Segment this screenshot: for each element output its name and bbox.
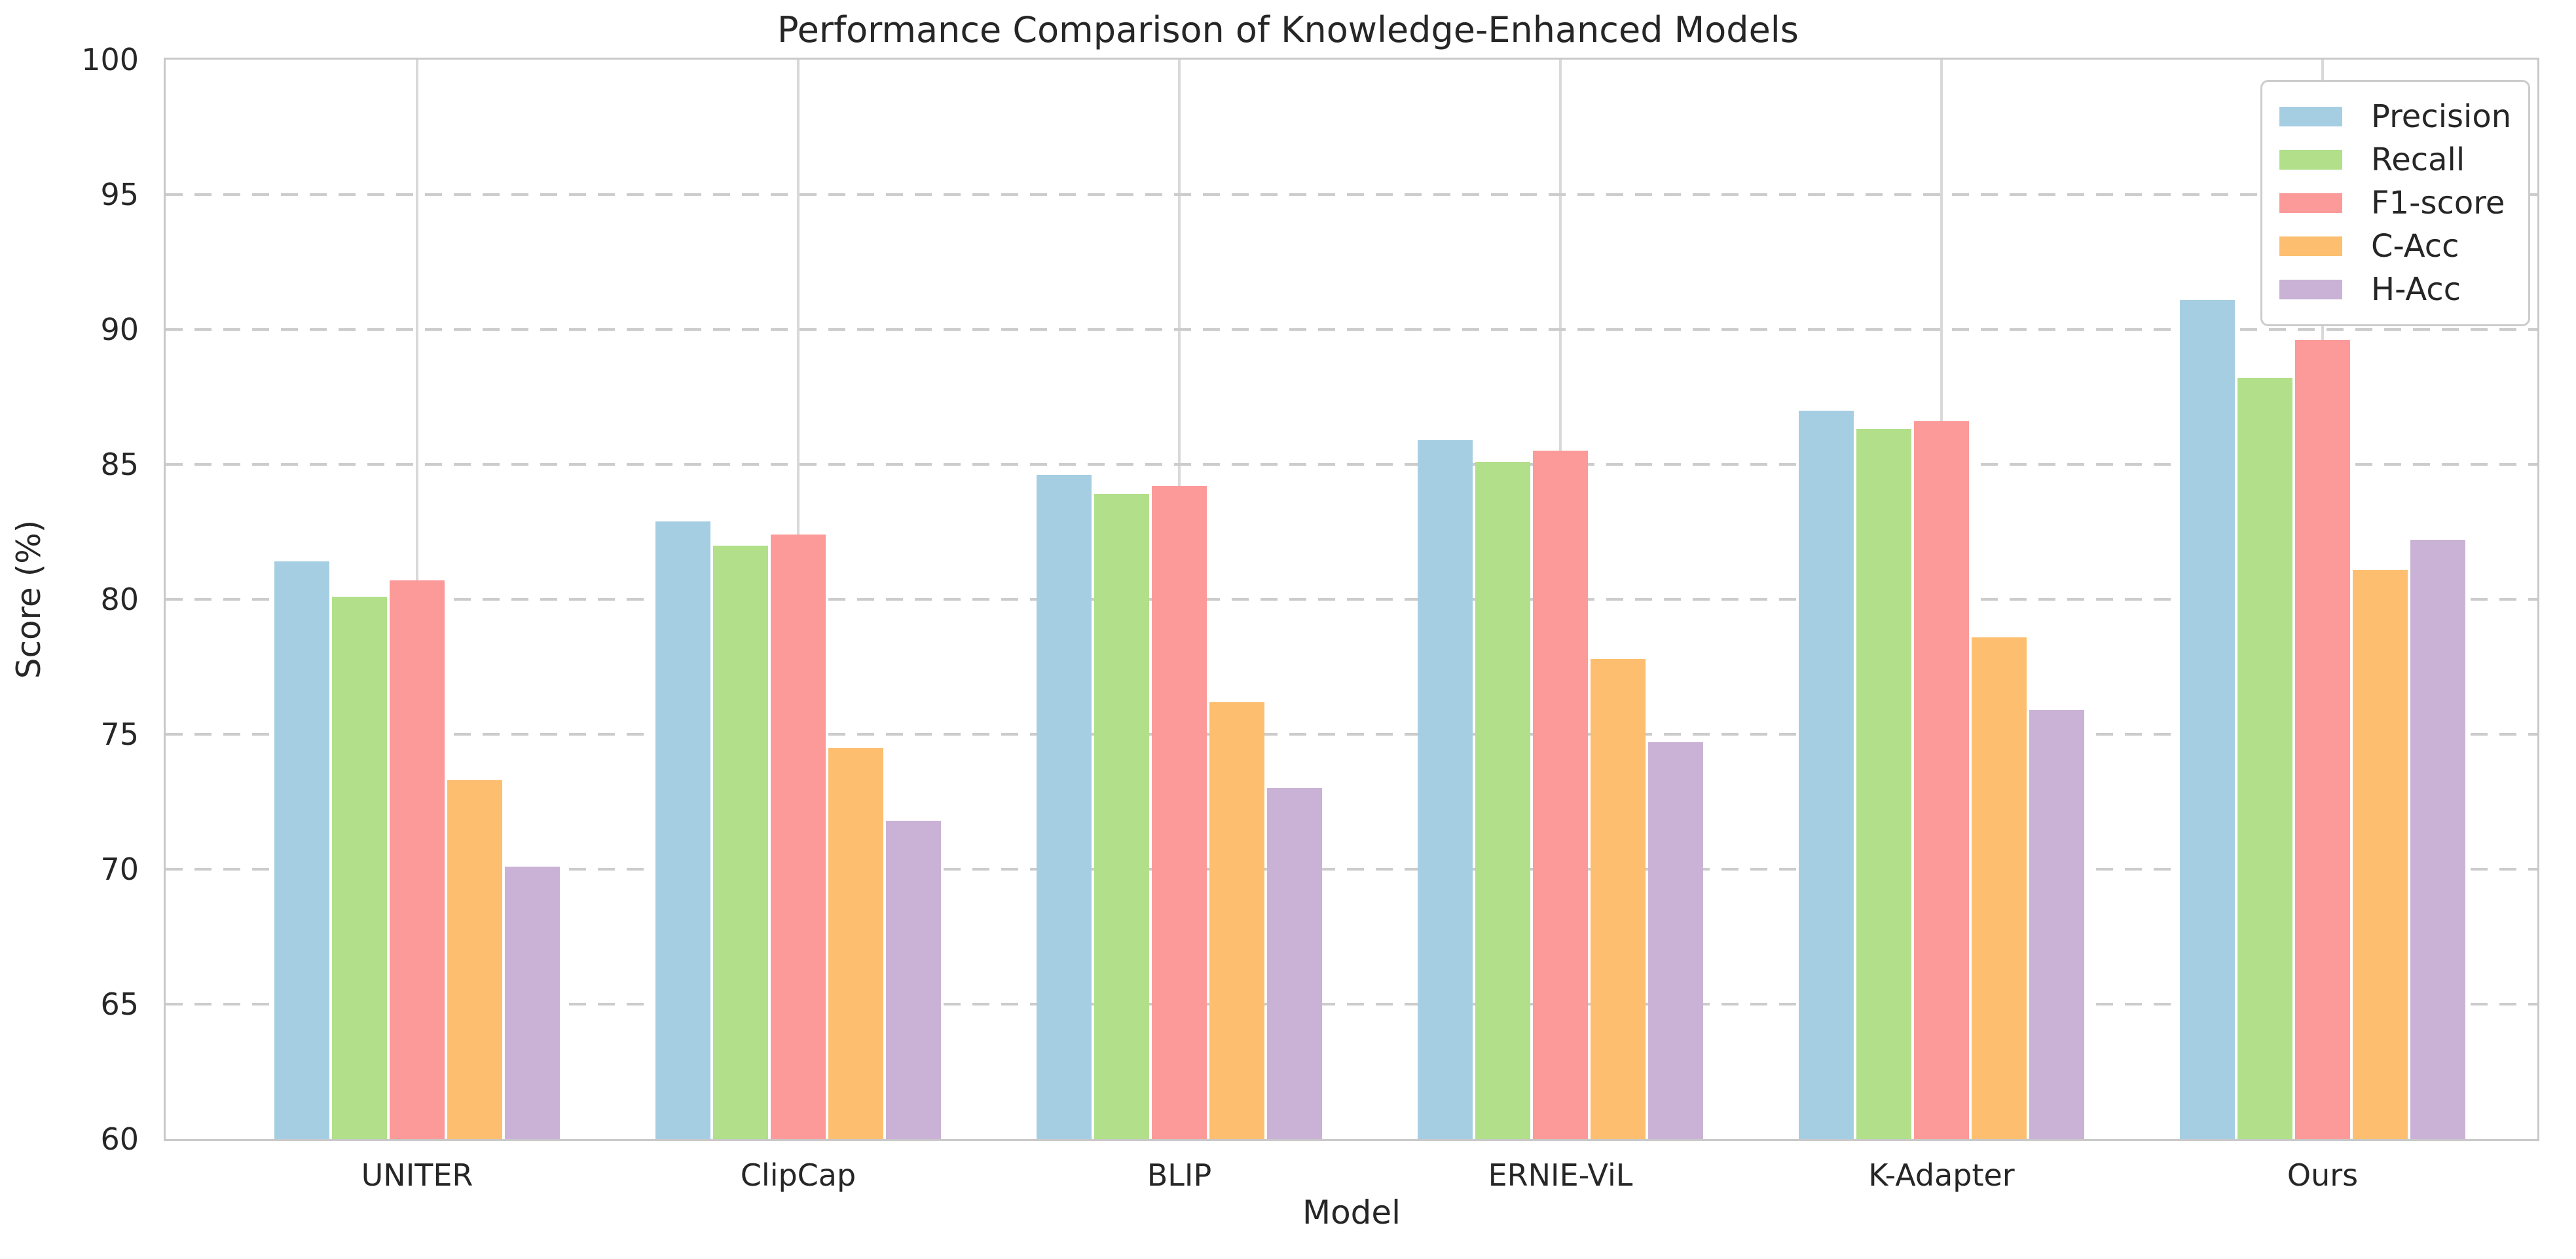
legend-swatch-F1-score (2279, 193, 2342, 213)
x-axis-label: Model (1302, 1193, 1401, 1231)
bar-BLIP-F1-score (1152, 485, 1207, 1139)
legend-item-F1-score: F1-score (2279, 181, 2515, 225)
legend-item-Precision: Precision (2279, 95, 2515, 138)
legend-swatch-C-Acc (2279, 236, 2342, 256)
y-tick-label: 100 (81, 42, 139, 77)
plot-area (164, 58, 2539, 1141)
bar-UNITER-H-Acc (505, 866, 560, 1139)
legend: Precision Recall F1-score C-Acc H-Acc (2260, 80, 2530, 326)
bar-Ours-Precision (2180, 299, 2235, 1139)
gridline-horizontal (166, 733, 2537, 736)
bar-Ours-H-Acc (2410, 540, 2465, 1139)
bar-UNITER-Recall (332, 596, 387, 1139)
bar-ERNIE-ViL-C-Acc (1591, 658, 1646, 1139)
bar-K-Adapter-F1-score (1914, 421, 1969, 1139)
x-tick-label-Ours: Ours (2287, 1157, 2359, 1193)
bar-ClipCap-F1-score (771, 535, 826, 1139)
legend-label: C-Acc (2371, 228, 2459, 265)
x-tick-label-ClipCap: ClipCap (740, 1157, 856, 1193)
legend-item-Recall: Recall (2279, 138, 2515, 181)
bar-Ours-Recall (2237, 378, 2292, 1139)
y-tick-label: 75 (100, 717, 139, 752)
bar-K-Adapter-C-Acc (1972, 637, 2027, 1139)
bar-UNITER-C-Acc (447, 780, 502, 1139)
bar-ClipCap-Precision (655, 521, 710, 1139)
gridline-horizontal (166, 463, 2537, 466)
legend-label: H-Acc (2371, 271, 2461, 308)
y-tick-label: 65 (100, 987, 139, 1022)
bar-ClipCap-H-Acc (886, 820, 941, 1139)
legend-item-C-Acc: C-Acc (2279, 225, 2515, 268)
legend-label: Recall (2371, 141, 2465, 178)
bar-UNITER-F1-score (390, 580, 445, 1139)
bar-Ours-C-Acc (2353, 569, 2408, 1139)
bar-BLIP-H-Acc (1267, 788, 1322, 1139)
bar-ERNIE-ViL-Recall (1475, 461, 1530, 1139)
gridline-horizontal (166, 598, 2537, 601)
bar-ERNIE-ViL-Precision (1418, 440, 1473, 1139)
gridline-horizontal (166, 193, 2537, 196)
y-tick-label: 85 (100, 447, 139, 482)
bar-ERNIE-ViL-H-Acc (1648, 742, 1703, 1139)
y-tick-label: 70 (100, 852, 139, 887)
y-tick-label: 80 (100, 582, 139, 617)
bar-UNITER-Precision (274, 561, 329, 1139)
legend-label: Precision (2371, 98, 2512, 135)
x-tick-label-UNITER: UNITER (361, 1157, 473, 1193)
gridline-horizontal (166, 328, 2537, 331)
y-tick-label: 95 (100, 177, 139, 212)
x-tick-label-K-Adapter: K-Adapter (1868, 1157, 2015, 1193)
legend-swatch-Recall (2279, 150, 2342, 170)
bar-ClipCap-Recall (713, 545, 768, 1139)
chart-title: Performance Comparison of Knowledge-Enha… (777, 9, 1799, 50)
bar-Ours-F1-score (2295, 340, 2350, 1139)
legend-item-H-Acc: H-Acc (2279, 268, 2515, 311)
y-tick-label: 90 (100, 312, 139, 347)
gridline-horizontal (166, 868, 2537, 871)
x-tick-label-ERNIE-ViL: ERNIE-ViL (1488, 1157, 1633, 1193)
bar-BLIP-C-Acc (1209, 702, 1264, 1139)
legend-label: F1-score (2371, 185, 2505, 221)
bar-K-Adapter-H-Acc (2029, 709, 2084, 1139)
legend-swatch-H-Acc (2279, 280, 2342, 299)
bar-BLIP-Precision (1037, 475, 1092, 1139)
bar-ClipCap-C-Acc (828, 747, 883, 1139)
gridline-horizontal (166, 1003, 2537, 1005)
bar-K-Adapter-Recall (1856, 429, 1911, 1139)
bar-K-Adapter-Precision (1799, 410, 1854, 1139)
y-tick-label: 60 (100, 1121, 139, 1157)
bar-BLIP-Recall (1094, 494, 1149, 1139)
x-tick-label-BLIP: BLIP (1147, 1157, 1212, 1193)
legend-swatch-Precision (2279, 107, 2342, 126)
bar-ERNIE-ViL-F1-score (1533, 451, 1588, 1139)
